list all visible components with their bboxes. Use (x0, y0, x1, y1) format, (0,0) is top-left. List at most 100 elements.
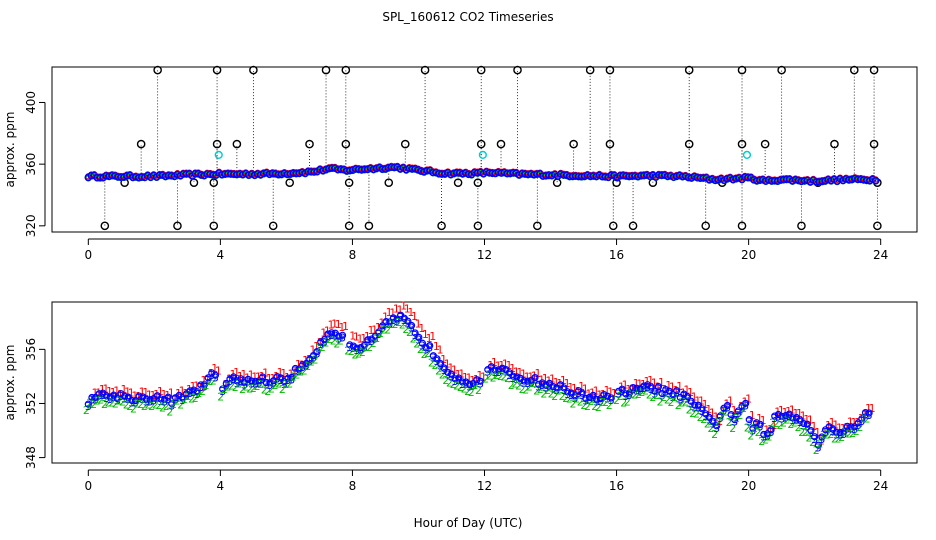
data-point (749, 424, 757, 433)
data-point (781, 412, 790, 420)
series-2-marker: 2 (835, 433, 842, 446)
data-point (771, 412, 779, 420)
data-point (320, 336, 328, 344)
series-2-marker: 2 (580, 399, 587, 412)
series-2-marker: 2 (758, 435, 765, 448)
series-1-marker: 1 (153, 388, 160, 401)
series-2-marker: 2 (842, 426, 849, 439)
spike-low-point (268, 221, 278, 231)
data-point (164, 393, 172, 401)
series-2-marker: 2 (315, 342, 322, 355)
data-point (88, 393, 96, 402)
series-1-marker: 1 (847, 416, 854, 429)
series-1-marker: 1 (320, 326, 327, 339)
series-1-marker: 1 (792, 407, 799, 420)
series-2-marker: 2 (239, 383, 246, 396)
series-1-marker: 1 (375, 321, 382, 334)
series-1-marker: 1 (524, 370, 531, 383)
series-1-marker: 1 (168, 386, 175, 399)
data-point (709, 417, 717, 425)
data-point (288, 373, 296, 381)
data-point (564, 388, 572, 396)
series-2-marker: 2 (773, 417, 780, 430)
series-1-marker: 1 (491, 356, 498, 369)
data-point (211, 371, 220, 379)
series-2-marker: 2 (700, 413, 707, 426)
series-1-marker: 1 (164, 389, 171, 402)
series-1-marker: 1 (473, 373, 480, 386)
series-2-marker: 2 (290, 371, 297, 384)
series-2-marker: 2 (337, 335, 344, 348)
data-point (742, 399, 750, 407)
series-2-marker: 2 (112, 398, 119, 411)
x-tick-label: 20 (741, 479, 756, 493)
cyan-point (478, 150, 487, 159)
data-point (284, 374, 292, 382)
spike-below-point (473, 178, 483, 187)
spike-mid-point (476, 139, 486, 149)
series-2-marker: 2 (726, 416, 733, 429)
data-point (444, 368, 452, 376)
series-1-marker: 1 (157, 385, 164, 398)
series-1-marker: 1 (233, 366, 240, 379)
series-2-marker: 2 (83, 404, 90, 417)
data-point (186, 387, 194, 395)
series-2-marker: 2 (435, 364, 442, 377)
series-1-marker: 1 (505, 359, 512, 372)
series-2-marker: 2 (530, 377, 537, 390)
data-point (658, 390, 666, 398)
series-2-marker: 2 (370, 337, 377, 350)
series-2-marker: 2 (711, 428, 718, 441)
series-2-marker: 2 (199, 385, 206, 398)
data-point (643, 381, 652, 389)
data-point (455, 374, 463, 382)
spike-below-point (285, 178, 295, 187)
data-point (440, 364, 448, 372)
spike-mid-point (496, 139, 506, 149)
series-2-marker: 2 (304, 360, 311, 373)
series-1-marker: 1 (124, 386, 131, 399)
series-1-marker: 1 (411, 310, 418, 323)
series-1-marker: 1 (237, 370, 244, 383)
spike-low-point (797, 221, 806, 231)
spike-mid-point (341, 139, 351, 149)
data-point (698, 405, 706, 413)
series-2-marker: 2 (152, 398, 159, 411)
data-point (280, 378, 289, 386)
cyan-point (214, 150, 223, 159)
series-2-marker: 2 (195, 387, 202, 400)
series-2-marker: 2 (119, 395, 126, 408)
series-1-marker: 1 (869, 402, 876, 415)
series-1-marker: 1 (466, 371, 473, 384)
data-point (171, 394, 180, 402)
series-1-marker: 1 (175, 387, 182, 400)
series-2-marker: 2 (678, 397, 685, 410)
data-point (338, 331, 347, 339)
series-2-marker: 2 (134, 398, 141, 411)
series-1-marker: 1 (331, 317, 338, 330)
series-1-marker: 1 (658, 376, 665, 389)
data-point (222, 379, 230, 388)
series-2-marker: 2 (424, 347, 431, 360)
spike-high-point (605, 65, 615, 75)
series-1-marker: 1 (444, 357, 451, 370)
data-point (851, 423, 859, 431)
series-2-marker: 2 (737, 409, 744, 422)
series-2-marker: 2 (101, 398, 108, 411)
series-1-marker: 1 (861, 408, 868, 421)
series-2-marker: 2 (185, 390, 192, 403)
spike-below-point (209, 178, 219, 187)
data-point (640, 382, 648, 390)
data-point (113, 395, 121, 403)
spike-low-point (437, 221, 446, 231)
series-1-marker: 1 (495, 359, 502, 372)
series-1-marker: 1 (121, 383, 128, 396)
spike-high-point (341, 65, 351, 75)
series-1-marker: 1 (407, 306, 414, 319)
series-2-marker: 2 (192, 392, 199, 405)
series-1-marker: 1 (160, 388, 167, 401)
spike-mid-point (760, 139, 770, 149)
data-point (349, 342, 358, 350)
spike-high-point (869, 65, 879, 75)
series-1-marker: 1 (520, 368, 527, 381)
